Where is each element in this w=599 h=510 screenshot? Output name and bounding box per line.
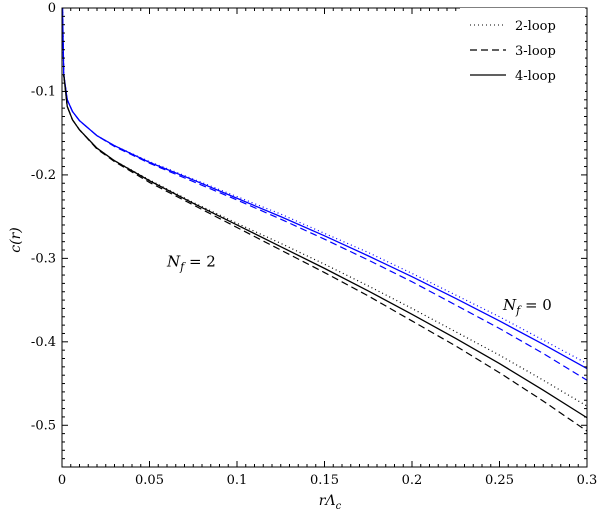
x-axis-label-main: rΛ <box>319 493 336 509</box>
legend-label-3-loop: 3-loop <box>515 44 556 59</box>
legend-label-4-loop: 4-loop <box>515 69 556 84</box>
x-tick-label: 0 <box>58 473 66 488</box>
y-tick-label: -0.5 <box>31 418 56 433</box>
series-line-nf2-4-loop <box>63 74 588 419</box>
x-axis-label-sub: c <box>336 501 342 510</box>
y-tick-label: -0.3 <box>31 251 56 266</box>
annotations: Nf = 2 Nf = 0 <box>166 253 552 317</box>
series-line-nf0-4-loop <box>61 7 588 370</box>
y-tick-label: -0.1 <box>31 84 56 99</box>
annotation-nf-1: Nf = 0 <box>502 296 552 317</box>
legend-box <box>460 8 585 92</box>
y-tick-label: -0.4 <box>31 335 56 350</box>
series-line-nf0-2-loop <box>61 7 588 365</box>
y-tick-label: -0.2 <box>31 168 56 183</box>
y-axis-label: c(r) <box>8 227 24 252</box>
y-tick-label: 0 <box>48 1 56 16</box>
series-layer <box>61 7 588 432</box>
x-tick-label: 0.15 <box>310 473 339 488</box>
x-tick-label: 0.3 <box>577 473 598 488</box>
legend: 2-loop 3-loop 4-loop <box>460 8 585 92</box>
series-line-nf2-2-loop <box>63 74 588 407</box>
x-tick-label: 0.1 <box>227 473 248 488</box>
series-line-nf2-3-loop <box>63 74 588 432</box>
legend-label-2-loop: 2-loop <box>515 19 556 34</box>
x-tick-label: 0.25 <box>485 473 514 488</box>
x-tick-label: 0.05 <box>135 473 164 488</box>
x-axis-label: rΛc <box>319 493 342 510</box>
ticks-layer: 0 0.05 0.1 0.15 0.2 0.25 0.3 0 -0.1 -0.2 -0.3 -0.4 -… <box>31 1 597 488</box>
x-tick-label: 0.2 <box>402 473 423 488</box>
annotation-nf-0: Nf = 2 <box>166 253 216 274</box>
